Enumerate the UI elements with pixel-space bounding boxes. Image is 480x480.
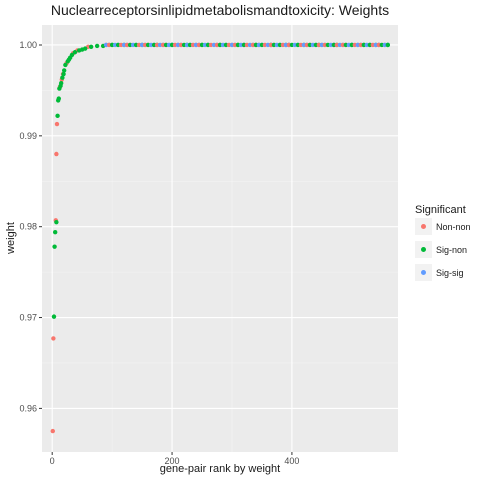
- y-tick-label: 0.96: [19, 403, 37, 413]
- x-tick-label: 0: [50, 456, 55, 466]
- point-sig-non: [82, 46, 88, 51]
- point-non-non: [54, 121, 60, 127]
- y-tick-label: 0.99: [19, 131, 37, 141]
- x-tick-label: 200: [165, 456, 180, 466]
- chart-title: Nuclearreceptorsinlipidmetabolismandtoxi…: [51, 2, 389, 18]
- point-non-non: [50, 428, 55, 434]
- point-sig-non: [88, 44, 94, 50]
- y-tick-label: 1.00: [19, 40, 37, 50]
- x-tick-label: 400: [284, 456, 299, 466]
- y-axis-ticks: 0.96 0.97 0.98 0.99 1.00: [19, 40, 42, 413]
- point-sig-non: [55, 113, 60, 119]
- plot-panel: [42, 25, 398, 452]
- point-sig-non: [56, 96, 61, 101]
- point-sig-non: [385, 42, 391, 48]
- legend: Significant Non-non Sig-non Sig-sig: [415, 204, 471, 281]
- y-tick-label: 0.97: [19, 313, 37, 323]
- x-axis-label: gene-pair rank by weight: [160, 463, 280, 475]
- x-axis-ticks: 0 200 400: [50, 452, 299, 466]
- point-sig-non: [52, 244, 57, 249]
- legend-label-sig-sig: Sig-sig: [436, 268, 464, 278]
- point-non-non: [54, 151, 59, 157]
- point-sig-non: [72, 50, 78, 55]
- legend-swatch-sig-sig: [421, 270, 426, 275]
- y-tick-label: 0.98: [19, 222, 37, 232]
- legend-swatch-sig-non: [421, 247, 426, 252]
- point-sig-non: [69, 52, 75, 58]
- point-sig-non: [61, 71, 66, 77]
- legend-label-sig-non: Sig-non: [436, 245, 467, 255]
- point-non-non: [51, 336, 56, 341]
- point-sig-non: [54, 219, 59, 225]
- legend-swatch-non-non: [421, 224, 426, 229]
- point-sig-non: [60, 75, 65, 80]
- point-sig-non: [63, 62, 68, 68]
- legend-title: Significant: [415, 204, 466, 216]
- point-sig-non: [61, 68, 67, 73]
- legend-label-non-non: Non-non: [436, 222, 471, 232]
- point-sig-non: [58, 80, 64, 86]
- y-axis-label: weight: [5, 222, 17, 255]
- point-sig-non: [52, 229, 58, 235]
- data-points: [50, 42, 391, 434]
- point-sig-non: [94, 43, 100, 49]
- point-sig-non: [51, 314, 57, 319]
